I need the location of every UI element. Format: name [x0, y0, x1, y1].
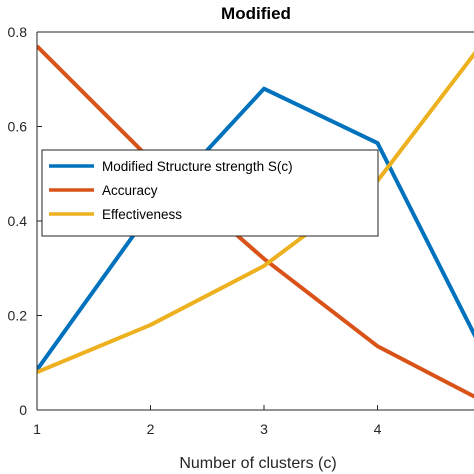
chart-title: Modified [221, 4, 291, 23]
legend-box [41, 149, 379, 237]
series-line-2 [37, 51, 474, 375]
y-tick-label: 0.8 [8, 24, 28, 40]
series-line-1 [37, 44, 474, 399]
legend-label: Accuracy [102, 183, 158, 198]
x-tick-label: 1 [33, 421, 41, 437]
y-tick-label: 0.4 [8, 213, 28, 229]
y-tick-label: 0.2 [8, 308, 28, 324]
x-tick-label: 2 [147, 421, 155, 437]
series-line-0 [37, 86, 474, 372]
x-tick-label: 4 [374, 421, 382, 437]
series-layer [37, 44, 474, 399]
legend-label: Effectiveness [102, 207, 182, 222]
ticks: 1 2 3 4 0 0.2 0.4 0.6 0.8 [8, 24, 382, 437]
legend-label: Modified Structure strength S(c) [102, 159, 293, 174]
y-tick-label: 0 [19, 402, 27, 418]
y-tick-label: 0.6 [8, 119, 28, 135]
x-axis-title: Number of clusters (c) [179, 455, 336, 472]
legend: Modified Structure strength S(c) Accurac… [41, 149, 379, 237]
x-tick-label: 3 [260, 421, 268, 437]
